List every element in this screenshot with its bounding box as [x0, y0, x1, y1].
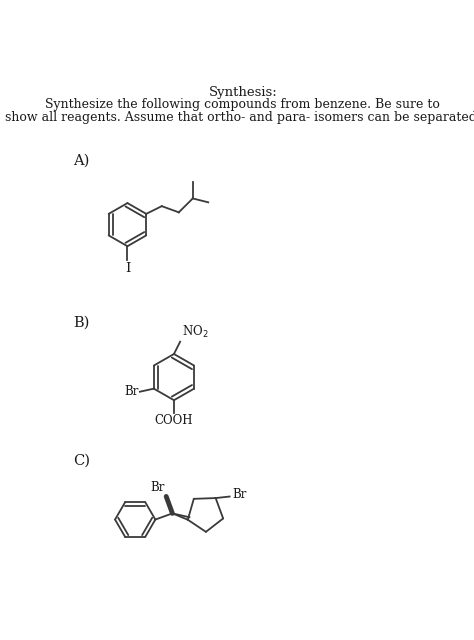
Text: Br: Br — [233, 488, 247, 500]
Text: COOH: COOH — [155, 414, 193, 427]
Text: Synthesize the following compounds from benzene. Be sure to: Synthesize the following compounds from … — [46, 99, 440, 111]
Text: C): C) — [73, 454, 90, 468]
Text: Br: Br — [124, 385, 138, 398]
Text: show all reagents. Assume that ortho- and para- isomers can be separated.: show all reagents. Assume that ortho- an… — [5, 111, 474, 124]
Text: NO$_2$: NO$_2$ — [182, 324, 208, 340]
Text: I: I — [125, 262, 130, 275]
Text: B): B) — [73, 316, 90, 330]
Text: Synthesis:: Synthesis: — [209, 86, 277, 99]
Text: A): A) — [73, 154, 90, 168]
Text: Br: Br — [150, 481, 164, 494]
